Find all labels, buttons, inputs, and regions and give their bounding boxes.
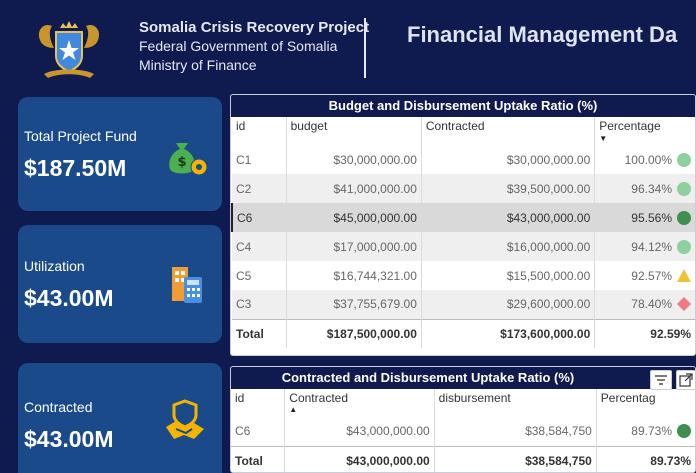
column-header-label: Contracted [289, 391, 348, 405]
cell-total-disbursement: $38,584,750 [433, 445, 597, 472]
sort-descending-icon: ▼ [599, 134, 608, 143]
dark-green-circle-icon [677, 424, 691, 439]
column-header-percentage[interactable]: Percentag [595, 389, 695, 417]
cell-contracted: $16,000,000.00 [420, 232, 595, 261]
cell-percentage: 100.00% [624, 152, 672, 167]
filter-button[interactable] [650, 370, 672, 390]
cell-budget: $45,000,000.00 [285, 203, 422, 232]
column-header-disbursement[interactable]: disbursement [433, 389, 597, 417]
kpi-value: $187.50M [24, 155, 127, 181]
kpi-label: Utilization [24, 258, 85, 274]
kpi-label: Total Project Fund [24, 128, 137, 144]
cell-budget: $37,755,679.00 [285, 290, 422, 319]
kpi-value: $43.00M [24, 426, 114, 452]
org-ministry-name: Ministry of Finance [139, 57, 257, 73]
cell-contracted: $39,500,000.00 [420, 174, 595, 203]
cell-total-percentage: 92.59% [594, 318, 695, 348]
org-project-name: Somalia Crisis Recovery Project [139, 19, 370, 36]
kpi-card-utilization[interactable]: Utilization $43.00M [18, 225, 222, 343]
cell-id: C2 [232, 174, 287, 203]
handshake-shield-icon [166, 399, 204, 439]
cell-contracted: $15,500,000.00 [420, 261, 595, 290]
cell-id: C6 [235, 424, 251, 439]
column-header-percentage[interactable]: Percentage ▼ [594, 117, 695, 145]
cell-id: C3 [232, 290, 287, 319]
cell-budget: $17,000,000.00 [285, 232, 422, 261]
column-header-id[interactable]: id [235, 391, 245, 405]
cell-id: C6 [231, 203, 287, 232]
cell-percentage: 89.73% [631, 424, 672, 439]
column-header-id[interactable]: id [236, 119, 246, 133]
contract-table-title: Contracted and Disbursement Uptake Ratio… [231, 367, 695, 389]
light-green-circle-icon [677, 239, 691, 254]
red-diamond-icon [677, 297, 691, 312]
cell-contracted: $43,000,000.00 [420, 203, 595, 232]
filter-lines-icon [655, 375, 667, 385]
expand-icon [679, 373, 693, 387]
column-header-contracted[interactable]: Contracted ▲ [284, 389, 435, 417]
cell-total-contracted: $43,000,000.00 [284, 445, 435, 472]
column-header-contracted[interactable]: Contracted [420, 117, 595, 145]
org-government-name: Federal Government of Somalia [139, 38, 338, 54]
table-row[interactable]: C4 $17,000,000.00 $16,000,000.00 94.12% [232, 232, 695, 261]
money-bag-gear-icon: $ [169, 143, 208, 176]
cell-total-label: Total [231, 445, 285, 472]
table-row[interactable]: C6 $43,000,000.00 $38,584,750 89.73% [231, 417, 695, 446]
kpi-value: $43.00M [24, 285, 114, 311]
table-row-selected[interactable]: C6 $45,000,000.00 $43,000,000.00 95.56% [231, 203, 695, 232]
table-total-row: Total $187,500,000.00 $173,600,000.00 92… [232, 318, 695, 348]
cell-contracted: $29,600,000.00 [420, 290, 595, 319]
budget-uptake-table-panel: Budget and Disbursement Uptake Ratio (%)… [230, 94, 696, 356]
light-green-circle-icon [677, 181, 691, 196]
cell-id: C5 [236, 268, 252, 283]
cell-total-budget: $187,500,000.00 [285, 318, 422, 348]
table-header-row: id budget Contracted Percentage ▼ [232, 117, 695, 145]
budget-table-title: Budget and Disbursement Uptake Ratio (%) [231, 95, 695, 117]
coat-of-arms-emblem [38, 21, 100, 78]
table-row[interactable]: C1 $30,000,000.00 $30,000,000.00 100.00% [232, 145, 695, 174]
cell-budget: $41,000,000.00 [285, 174, 422, 203]
light-green-circle-icon [677, 152, 691, 167]
cell-percentage: 92.57% [631, 268, 672, 283]
kpi-label: Contracted [24, 399, 93, 415]
cell-total-contracted: $173,600,000.00 [420, 318, 595, 348]
table-header-row: id Contracted ▲ disbursement Percentag [231, 389, 695, 417]
cell-budget: $30,000,000.00 [285, 145, 422, 174]
kpi-card-total-fund[interactable]: Total Project Fund $187.50M $ [18, 97, 222, 211]
building-calculator-icon [172, 267, 202, 303]
table-total-row: Total $43,000,000.00 $38,584,750 89.73% [231, 445, 695, 472]
cell-id: C1 [236, 152, 252, 167]
cell-contracted: $43,000,000.00 [284, 417, 435, 446]
cell-disbursement: $38,584,750 [433, 417, 597, 446]
dark-green-circle-icon [677, 210, 691, 225]
budget-uptake-table: id budget Contracted Percentage ▼ C1 $30… [231, 117, 695, 348]
cell-total-percentage: 89.73% [595, 445, 695, 472]
cell-total-label: Total [232, 318, 287, 348]
focus-mode-button[interactable] [676, 370, 696, 390]
cell-contracted: $30,000,000.00 [420, 145, 595, 174]
header-divider [364, 18, 366, 78]
table-row[interactable]: C3 $37,755,679.00 $29,600,000.00 78.40% [232, 290, 695, 319]
cell-id: C4 [232, 232, 287, 261]
svg-text:$: $ [177, 155, 186, 170]
cell-percentage: 78.40% [631, 297, 672, 312]
column-header-budget[interactable]: budget [285, 117, 422, 145]
sort-ascending-icon: ▲ [289, 405, 298, 414]
table-row[interactable]: C2 $41,000,000.00 $39,500,000.00 96.34% [232, 174, 695, 203]
cell-percentage: 94.12% [631, 239, 672, 254]
cell-percentage: 95.56% [631, 210, 672, 225]
column-header-label: Percentage [599, 119, 661, 133]
table-row[interactable]: C5 $16,744,321.00 $15,500,000.00 92.57% [232, 261, 695, 290]
contracted-uptake-table: id Contracted ▲ disbursement Percentag C… [231, 389, 695, 472]
kpi-card-contracted[interactable]: Contracted $43.00M [18, 363, 222, 473]
page-title: Financial Management Da [407, 22, 678, 47]
cell-budget: $16,744,321.00 [285, 261, 422, 290]
yellow-triangle-icon [677, 269, 691, 282]
contracted-uptake-table-panel: Contracted and Disbursement Uptake Ratio… [230, 366, 696, 473]
cell-percentage: 96.34% [631, 181, 672, 196]
